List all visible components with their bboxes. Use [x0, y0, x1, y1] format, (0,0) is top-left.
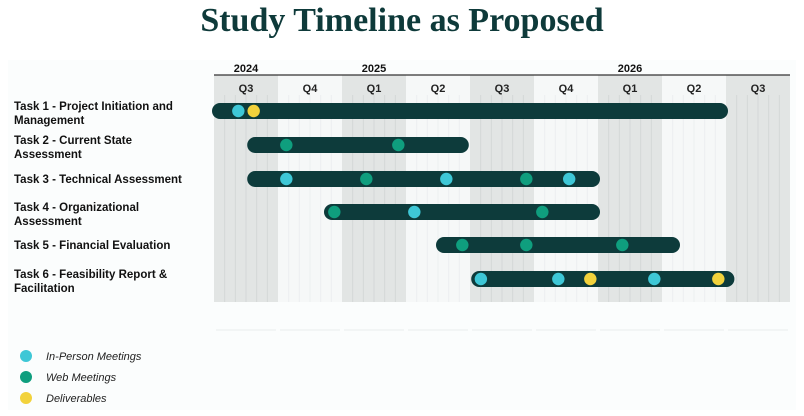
in-person-meeting-marker	[552, 272, 565, 286]
legend-deliverable-icon	[20, 392, 32, 404]
quarter-label: Q1	[367, 83, 382, 95]
web-meeting-marker	[536, 205, 549, 219]
task-label: Task 3 - Technical Assessment	[14, 174, 182, 186]
web-meeting-marker	[456, 238, 469, 252]
in-person-meeting-marker	[280, 172, 293, 186]
quarter-label: Q3	[495, 83, 510, 95]
in-person-meeting-marker	[440, 172, 453, 186]
in-person-meeting-marker	[232, 104, 245, 118]
legend-label: Web Meetings	[46, 372, 117, 384]
task-label: Task 1 - Project Initiation and	[14, 101, 173, 113]
web-meeting-marker	[616, 238, 629, 252]
deliverable-marker	[584, 272, 597, 286]
task-bar	[324, 204, 600, 220]
web-meeting-marker	[520, 238, 533, 252]
task-label: Assessment	[14, 216, 82, 228]
task-bar	[471, 271, 735, 287]
task-label: Task 2 - Current State	[14, 135, 132, 147]
task-label: Management	[14, 115, 84, 127]
web-meeting-marker	[360, 172, 373, 186]
deliverable-marker	[712, 272, 725, 286]
legend-web-icon	[20, 371, 32, 383]
web-meeting-marker	[392, 138, 405, 152]
quarter-label: Q1	[623, 83, 638, 95]
quarter-label: Q3	[751, 83, 766, 95]
in-person-meeting-marker	[648, 272, 661, 286]
in-person-meeting-marker	[563, 172, 576, 186]
deliverable-marker	[247, 104, 260, 118]
web-meeting-marker	[328, 205, 341, 219]
legend-label: In-Person Meetings	[46, 351, 142, 363]
task-bar	[212, 103, 728, 119]
year-label: 2024	[234, 63, 259, 75]
quarter-label: Q3	[239, 83, 254, 95]
legend-label: Deliverables	[46, 393, 107, 405]
web-meeting-marker	[520, 172, 533, 186]
task-bar	[247, 171, 600, 187]
in-person-meeting-marker	[408, 205, 421, 219]
task-bar	[247, 137, 469, 153]
quarter-label: Q2	[687, 83, 702, 95]
task-label: Task 5 - Financial Evaluation	[14, 240, 170, 252]
quarter-label: Q4	[303, 83, 319, 95]
year-label: 2025	[362, 63, 386, 75]
quarter-label: Q4	[559, 83, 575, 95]
page-title: Study Timeline as Proposed	[200, 2, 604, 39]
task-label: Task 6 - Feasibility Report &	[14, 269, 167, 281]
legend-in-person-icon	[20, 350, 32, 362]
web-meeting-marker	[280, 138, 293, 152]
task-bar	[436, 237, 680, 253]
task-label: Task 4 - Organizational	[14, 202, 139, 214]
task-label: Assessment	[14, 149, 82, 161]
task-label: Facilitation	[14, 283, 75, 295]
quarter-label: Q2	[431, 83, 446, 95]
year-label: 2026	[618, 63, 642, 75]
in-person-meeting-marker	[474, 272, 488, 286]
